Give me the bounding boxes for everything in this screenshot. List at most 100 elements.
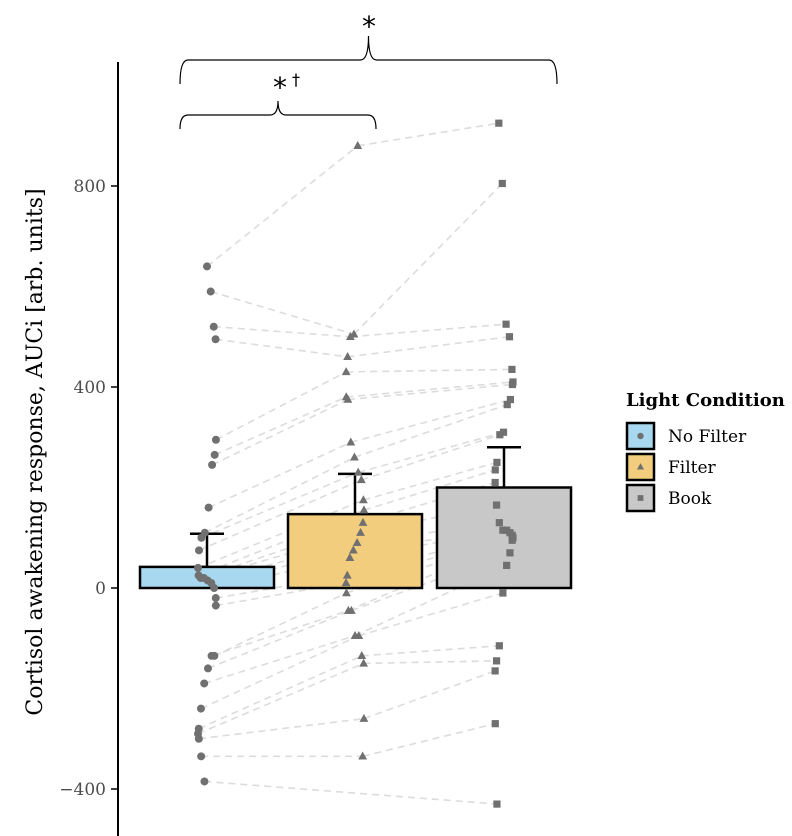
data-point [208, 460, 217, 469]
data-point [502, 320, 510, 328]
y-tick-label: 0 [95, 579, 106, 599]
data-point [499, 428, 508, 436]
data-point [210, 584, 219, 592]
data-point [210, 450, 219, 459]
data-point [491, 466, 499, 474]
data-point [359, 505, 369, 514]
significance-star: * [362, 10, 376, 43]
data-point [350, 452, 359, 461]
paired-line [354, 564, 507, 637]
paired-line [357, 431, 504, 474]
data-point [342, 570, 352, 579]
paired-line [346, 368, 512, 373]
data-point [492, 657, 501, 665]
paired-line [361, 433, 501, 481]
paired-line [198, 479, 362, 552]
data-point [495, 519, 503, 527]
bar-book [435, 486, 573, 590]
significance-star: * [273, 71, 287, 104]
data-point [346, 605, 356, 614]
data-point [211, 335, 220, 344]
data-point [203, 262, 211, 271]
data-point [499, 526, 507, 534]
data-point [359, 495, 368, 504]
dagger-symbol: † [292, 70, 300, 89]
paired-lines [197, 122, 514, 805]
data-point [503, 561, 511, 569]
paired-line [208, 441, 352, 509]
bars [138, 486, 573, 590]
data-point [206, 287, 215, 296]
data-point [506, 549, 514, 557]
legend: Light Condition No Filter Filter Book [625, 390, 785, 513]
data-point [204, 503, 213, 512]
paired-line [354, 403, 508, 459]
error-bars [190, 446, 521, 567]
paired-line [350, 323, 507, 338]
paired-line [361, 644, 500, 657]
data-point [492, 501, 501, 509]
data-point [357, 651, 367, 660]
y-axis: −400 0 400 800 [59, 62, 119, 836]
paired-line [197, 499, 364, 569]
paired-line [346, 381, 514, 398]
paired-line [204, 780, 498, 805]
data-point [211, 435, 220, 444]
y-tick-label: 800 [74, 177, 106, 197]
data-point [506, 395, 515, 404]
data-point [353, 141, 363, 149]
data-point [353, 467, 363, 476]
paired-line [353, 182, 503, 335]
paired-line [350, 398, 511, 444]
paired-line [363, 670, 496, 720]
legend-label: No Filter [668, 427, 747, 447]
paired-line [201, 471, 359, 539]
paired-line [200, 635, 360, 710]
data-point [343, 352, 353, 361]
y-tick-label: 400 [74, 378, 106, 398]
legend-title: Light Condition [626, 390, 785, 411]
data-point [359, 658, 369, 667]
paired-line [206, 145, 359, 268]
data-point [211, 594, 220, 603]
data-point [348, 545, 358, 554]
data-point [209, 322, 218, 331]
data-point [195, 546, 204, 555]
paired-line [211, 609, 349, 657]
paired-line [362, 722, 496, 758]
legend-marker [637, 432, 644, 440]
paired-line [363, 660, 497, 665]
data-points [194, 119, 517, 808]
data-point [207, 651, 216, 660]
paired-line [215, 338, 348, 358]
paired-line [358, 592, 504, 637]
data-point [341, 578, 351, 587]
paired-line [211, 398, 349, 466]
legend-label: Book [668, 489, 712, 509]
data-point [508, 380, 517, 389]
paired-line [215, 371, 347, 441]
paired-line [204, 456, 355, 534]
data-point [211, 601, 220, 610]
data-point [197, 533, 206, 542]
data-point [346, 437, 356, 446]
data-point [200, 679, 209, 688]
data-point [491, 667, 499, 675]
data-point [505, 333, 514, 341]
data-point [341, 367, 351, 376]
legend-marker [636, 463, 645, 470]
data-point [354, 630, 364, 639]
data-point [508, 365, 516, 374]
data-point [493, 458, 501, 466]
data-point [345, 553, 355, 562]
paired-line [351, 552, 511, 612]
significance-bracket [179, 100, 377, 130]
data-point [196, 704, 205, 713]
paired-line [207, 609, 352, 670]
data-point [495, 119, 503, 127]
paired-line [213, 325, 351, 338]
data-point [493, 800, 501, 808]
data-point [203, 664, 212, 673]
data-point [352, 537, 362, 546]
